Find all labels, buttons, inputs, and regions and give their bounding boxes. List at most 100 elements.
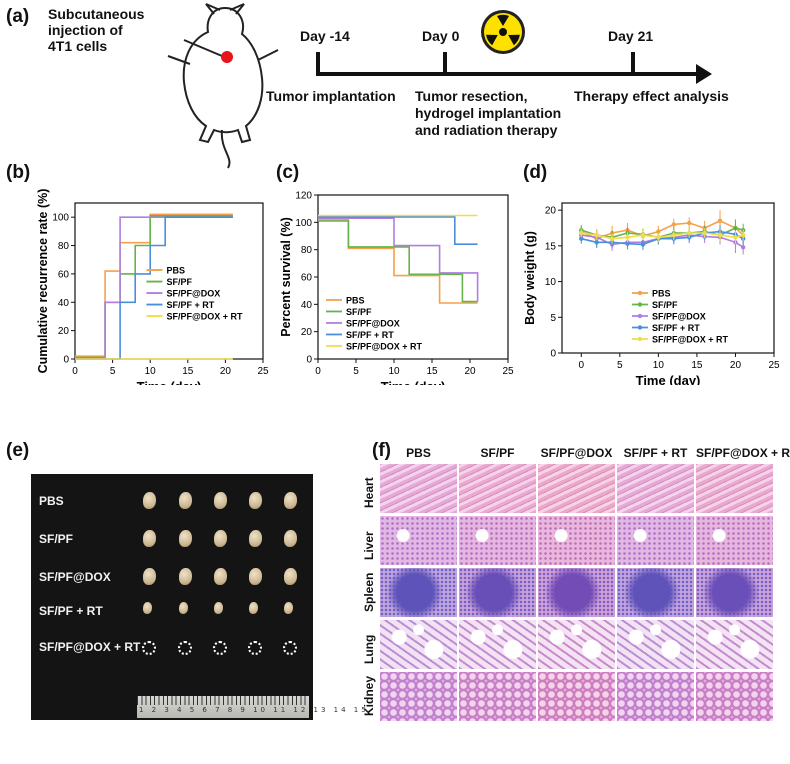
series-line — [75, 215, 233, 359]
histology-image — [538, 516, 615, 565]
legend-label: PBS — [166, 266, 185, 276]
data-point — [656, 229, 661, 234]
data-point — [625, 235, 630, 240]
legend-marker — [637, 313, 643, 319]
data-point — [671, 222, 676, 227]
data-point — [640, 242, 646, 247]
ruler-ticks — [137, 696, 309, 705]
data-point — [740, 245, 746, 250]
legend-label: SF/PF@DOX — [346, 318, 400, 328]
series-line — [75, 213, 233, 357]
tumor-specimen — [179, 530, 192, 547]
legend-label: SF/PF — [346, 307, 372, 317]
x-tick-label: 5 — [353, 366, 359, 377]
y-tick-label: 0 — [550, 349, 556, 360]
legend-label: SF/PF@DOX — [166, 289, 220, 299]
tumor-specimen — [214, 530, 227, 547]
histology-image — [459, 672, 536, 721]
y-tick-label: 120 — [295, 191, 312, 202]
y-tick-label: 5 — [550, 313, 556, 324]
syringe-needle — [183, 39, 223, 57]
no-tumor-marker — [178, 641, 192, 655]
series-line — [75, 216, 233, 360]
event-therapy-analysis: Therapy effect analysis — [574, 88, 729, 104]
histology-image — [459, 516, 536, 565]
legend-label: SF/PF — [652, 300, 678, 310]
histology-image — [380, 672, 457, 721]
photo-row-label: SF/PF — [39, 532, 74, 546]
histology-image — [617, 620, 694, 669]
histology-image — [459, 568, 536, 617]
data-point — [579, 230, 584, 236]
y-tick-label: 20 — [301, 327, 313, 338]
no-tumor-marker — [213, 641, 227, 655]
tumor-specimen — [179, 568, 192, 585]
event-tumor-implantation: Tumor implantation — [266, 88, 396, 104]
legend-label: PBS — [652, 289, 671, 299]
series-line — [318, 218, 478, 304]
histology-image — [617, 568, 694, 617]
histology-image — [696, 516, 773, 565]
tumor-specimen — [143, 530, 156, 547]
tumor-photo: 1 2 3 4 5 6 7 8 9 10 11 12 13 14 15 PBS S… — [31, 474, 366, 720]
legend-label: PBS — [346, 295, 365, 305]
data-point — [687, 230, 692, 236]
histology-row-label: Liver — [362, 531, 376, 560]
y-tick-label: 60 — [301, 273, 313, 284]
y-tick-label: 80 — [58, 241, 70, 252]
y-tick-label: 10 — [545, 277, 557, 288]
tumor-specimen — [143, 492, 156, 509]
recurrence-chart: 0 5 10 15 20 25 0 20 40 60 80 100 Time (day) Cumulati… — [36, 189, 269, 385]
ruler-numbers: 1 2 3 4 5 6 7 8 9 10 11 12 13 14 15 — [139, 706, 369, 714]
panel-label-c: (c) — [276, 162, 300, 183]
legend-marker — [637, 336, 643, 342]
x-tick-label: 0 — [578, 360, 584, 371]
injection-label-line3: 4T1 cells — [48, 38, 108, 54]
injection-label-line1: Subcutaneous — [48, 6, 145, 22]
y-axis-label: Cumulative recurrence rate (%) — [36, 189, 50, 374]
data-point — [609, 236, 615, 241]
data-point — [717, 218, 723, 224]
data-point — [687, 220, 692, 226]
radiation-icon — [481, 10, 525, 54]
histology-image — [538, 620, 615, 669]
histology-image — [380, 568, 457, 617]
data-point — [594, 232, 599, 238]
tumor-specimen — [284, 492, 297, 509]
x-axis-label: Time (day) — [636, 373, 701, 385]
legend-marker — [637, 290, 643, 296]
x-tick-label: 20 — [464, 366, 476, 377]
series-line — [581, 227, 744, 239]
legend-label: SF/PF + RT — [346, 330, 394, 340]
x-tick-label: 25 — [502, 366, 514, 377]
no-tumor-marker — [248, 641, 262, 655]
injection-label: Subcutaneous injection of 4T1 cells — [48, 6, 144, 54]
series-line — [581, 230, 744, 246]
tumor-specimen — [249, 602, 259, 614]
data-point — [733, 235, 738, 240]
histology-image — [538, 568, 615, 617]
body-weight-chart: 0 5 10 15 20 25 0 5 10 15 20 Time (day) Body weight … — [523, 202, 780, 385]
no-tumor-marker — [283, 641, 297, 655]
tumor-specimen — [249, 530, 262, 547]
histology-column-header: SF/PF + RT — [623, 446, 688, 460]
x-axis-label: Time (day) — [381, 379, 446, 385]
panel-label-b: (b) — [6, 162, 31, 183]
x-tick-label: 25 — [257, 366, 269, 377]
histology-image — [380, 620, 457, 669]
y-tick-label: 100 — [52, 213, 69, 224]
series-line — [318, 217, 479, 302]
series-line — [318, 220, 478, 303]
data-point — [656, 235, 661, 240]
x-tick-label: 20 — [730, 360, 742, 371]
data-point — [594, 240, 599, 245]
legend-label: SF/PF@DOX + RT — [166, 312, 243, 322]
data-point — [579, 236, 584, 241]
x-tick-label: 5 — [617, 360, 623, 371]
panel-label-f: (f) — [372, 440, 391, 461]
x-tick-label: 5 — [110, 366, 116, 377]
histology-column-header: SF/PF — [480, 446, 515, 460]
legend-label: SF/PF + RT — [652, 323, 700, 333]
plot-frame — [561, 202, 775, 354]
data-point — [702, 230, 707, 236]
